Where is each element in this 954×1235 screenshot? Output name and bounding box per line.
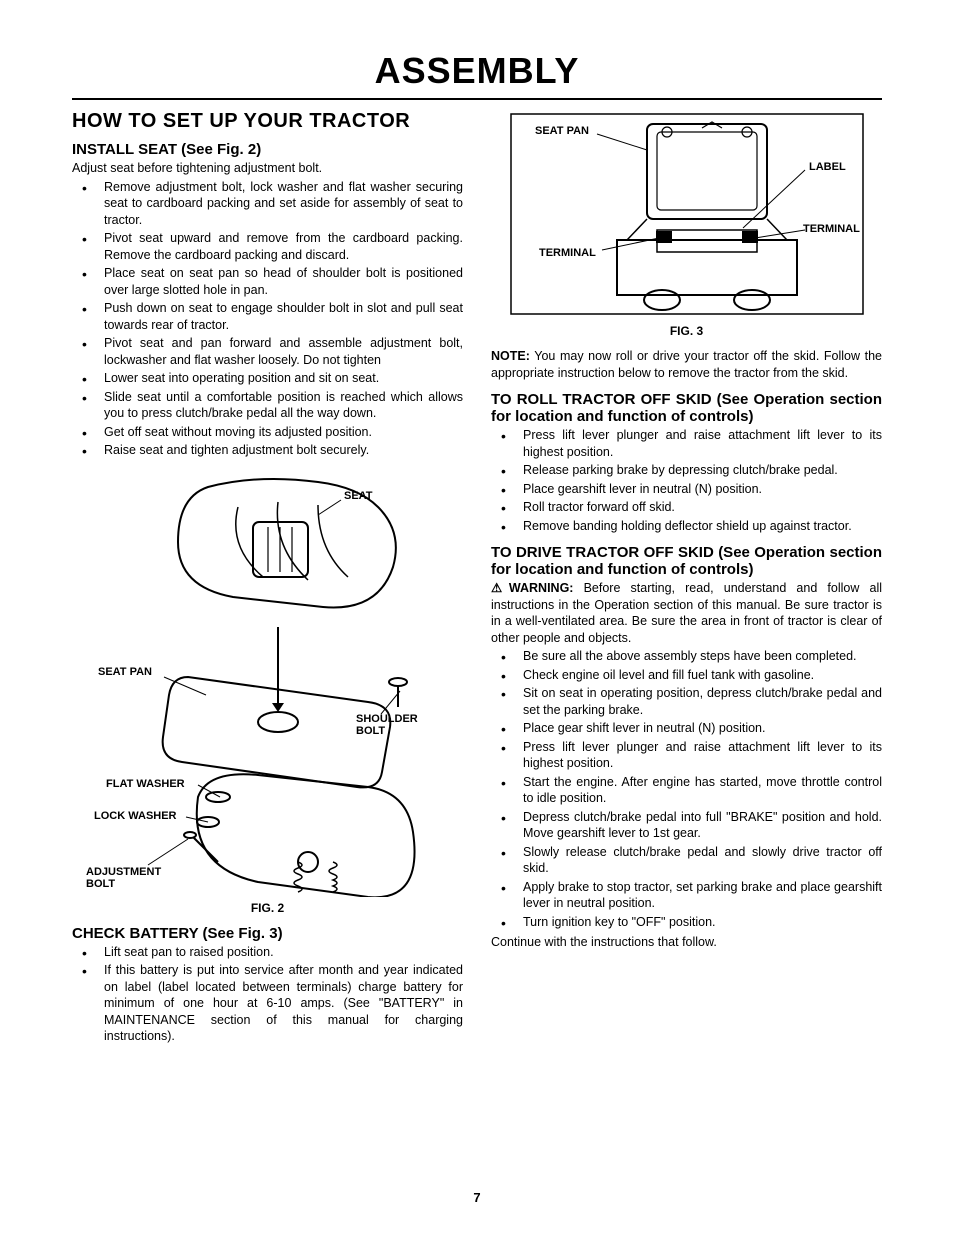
- fig2-label-seat-pan: SEAT PAN: [98, 666, 152, 678]
- fig2-label-shoulder: SHOULDERBOLT: [356, 713, 418, 737]
- list-item: Pivot seat upward and remove from the ca…: [72, 230, 463, 263]
- fig3-label-terminal-l: TERMINAL: [539, 247, 596, 259]
- fig2-label-seat: SEAT: [344, 490, 373, 502]
- title-rule: [72, 98, 882, 100]
- drive-off-outro: Continue with the instructions that foll…: [491, 934, 882, 951]
- subheading-roll-off: TO ROLL TRACTOR OFF SKID (See Operation …: [491, 391, 882, 425]
- install-seat-list: Remove adjustment bolt, lock washer and …: [72, 179, 463, 459]
- list-item: Place gear shift lever in neutral (N) po…: [491, 720, 882, 737]
- list-item: Remove banding holding deflector shield …: [491, 518, 882, 535]
- page-number: 7: [0, 1190, 954, 1205]
- subheading-install-seat: INSTALL SEAT (See Fig. 2): [72, 141, 463, 158]
- list-item: Slowly release clutch/brake pedal and sl…: [491, 844, 882, 877]
- list-item: Slide seat until a comfortable position …: [72, 389, 463, 422]
- figure-2-illustration: SEAT SEAT PAN SHOULDERBOLT FLAT WASHER L…: [78, 467, 458, 897]
- check-battery-list: Lift seat pan to raised position. If thi…: [72, 944, 463, 1045]
- list-item: Check engine oil level and fill fuel tan…: [491, 667, 882, 684]
- warning-icon: ⚠: [491, 581, 509, 595]
- list-item: Release parking brake by depressing clut…: [491, 462, 882, 479]
- page: ASSEMBLY HOW TO SET UP YOUR TRACTOR INST…: [0, 0, 954, 1235]
- list-item: Turn ignition key to "OFF" position.: [491, 914, 882, 931]
- list-item: Pivot seat and pan forward and assemble …: [72, 335, 463, 368]
- list-item: Lower seat into operating position and s…: [72, 370, 463, 387]
- fig3-label-seat-pan: SEAT PAN: [535, 125, 589, 137]
- warning-paragraph: ⚠WARNING: Before starting, read, underst…: [491, 580, 882, 646]
- page-title: ASSEMBLY: [72, 50, 882, 92]
- note-paragraph: NOTE: You may now roll or drive your tra…: [491, 348, 882, 381]
- note-text: You may now roll or drive your tractor o…: [491, 349, 882, 380]
- roll-off-list: Press lift lever plunger and raise attac…: [491, 427, 882, 534]
- figure-3-caption: FIG. 3: [491, 324, 882, 338]
- list-item: Press lift lever plunger and raise attac…: [491, 739, 882, 772]
- warning-label: WARNING:: [509, 581, 574, 595]
- fig2-label-adj-bolt: ADJUSTMENTBOLT: [86, 866, 161, 890]
- section-heading-setup: HOW TO SET UP YOUR TRACTOR: [72, 110, 463, 133]
- note-label: NOTE:: [491, 349, 530, 363]
- drive-off-list: Be sure all the above assembly steps hav…: [491, 648, 882, 930]
- list-item: Push down on seat to engage shoulder bol…: [72, 300, 463, 333]
- subheading-check-battery: CHECK BATTERY (See Fig. 3): [72, 925, 463, 942]
- list-item: Roll tractor forward off skid.: [491, 499, 882, 516]
- list-item: Place gearshift lever in neutral (N) pos…: [491, 481, 882, 498]
- fig2-label-flat-washer: FLAT WASHER: [106, 778, 185, 790]
- list-item: Depress clutch/brake pedal into full "BR…: [491, 809, 882, 842]
- list-item: Place seat on seat pan so head of should…: [72, 265, 463, 298]
- two-column-layout: HOW TO SET UP YOUR TRACTOR INSTALL SEAT …: [72, 110, 882, 1049]
- fig3-label-label: LABEL: [809, 161, 846, 173]
- fig3-label-terminal-r: TERMINAL: [803, 223, 860, 235]
- subheading-drive-off: TO DRIVE TRACTOR OFF SKID (See Operation…: [491, 544, 882, 578]
- right-column: SEAT PAN LABEL TERMINAL TERMINAL FIG. 3 …: [491, 110, 882, 1049]
- fig2-label-lock-washer: LOCK WASHER: [94, 810, 177, 822]
- list-item: Be sure all the above assembly steps hav…: [491, 648, 882, 665]
- list-item: If this battery is put into service afte…: [72, 962, 463, 1045]
- list-item: Start the engine. After engine has start…: [491, 774, 882, 807]
- list-item: Apply brake to stop tractor, set parking…: [491, 879, 882, 912]
- figure-3-illustration: SEAT PAN LABEL TERMINAL TERMINAL: [507, 110, 867, 320]
- list-item: Lift seat pan to raised position.: [72, 944, 463, 961]
- list-item: Get off seat without moving its adjusted…: [72, 424, 463, 441]
- figure-2-caption: FIG. 2: [72, 901, 463, 915]
- list-item: Press lift lever plunger and raise attac…: [491, 427, 882, 460]
- left-column: HOW TO SET UP YOUR TRACTOR INSTALL SEAT …: [72, 110, 463, 1049]
- list-item: Raise seat and tighten adjustment bolt s…: [72, 442, 463, 459]
- list-item: Sit on seat in operating position, depre…: [491, 685, 882, 718]
- list-item: Remove adjustment bolt, lock washer and …: [72, 179, 463, 229]
- install-seat-intro: Adjust seat before tightening adjustment…: [72, 160, 463, 177]
